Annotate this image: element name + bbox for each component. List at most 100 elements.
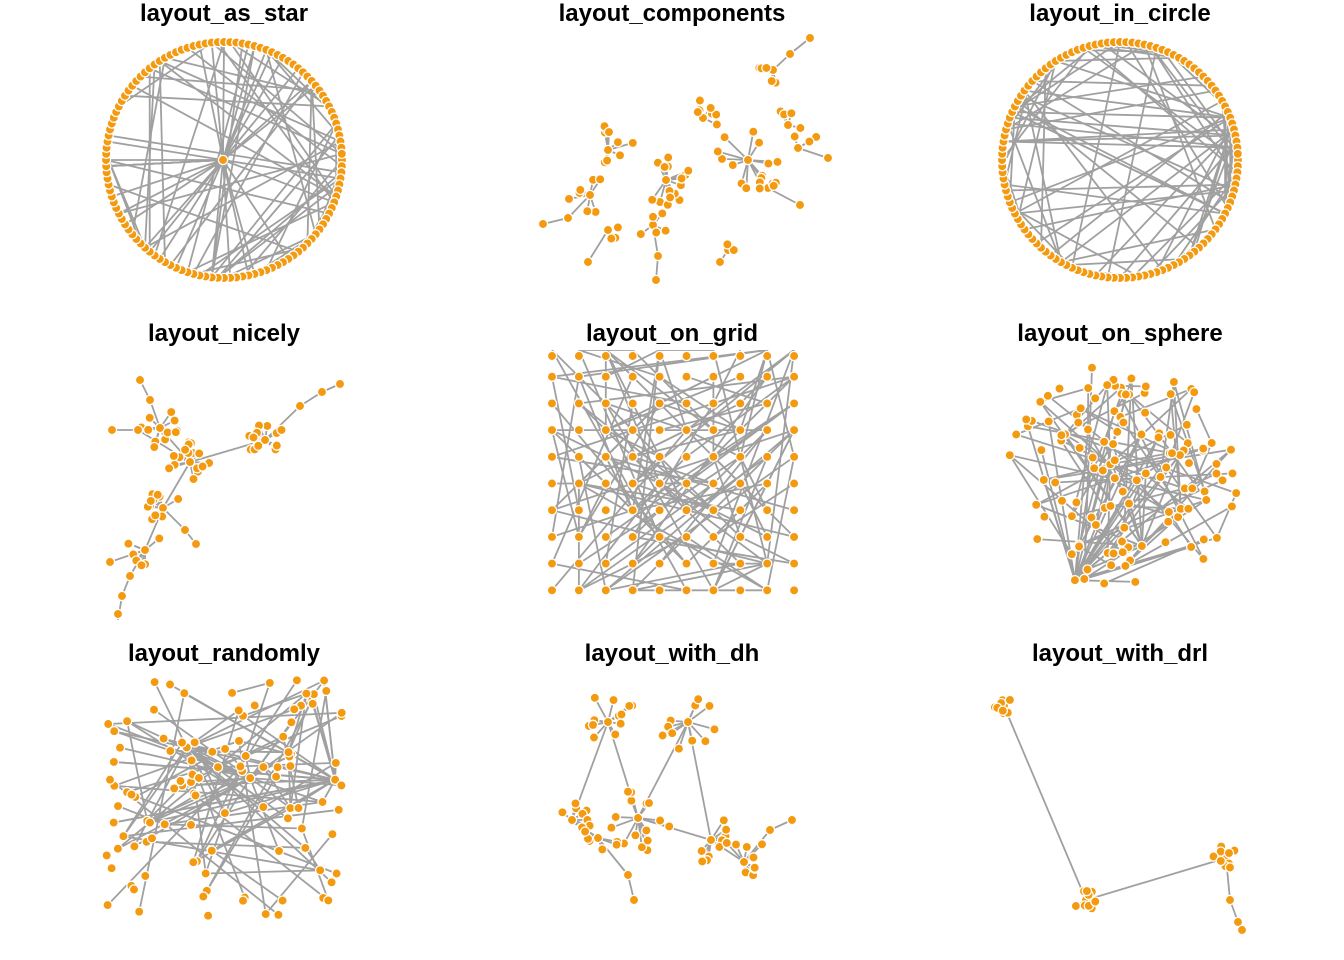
graph-node bbox=[735, 531, 746, 543]
graph-node bbox=[219, 807, 231, 819]
graph-node bbox=[1066, 510, 1078, 522]
graph-node bbox=[546, 558, 558, 569]
graph-node bbox=[696, 856, 708, 867]
graph-node bbox=[663, 821, 675, 832]
graph-edge bbox=[686, 536, 768, 592]
graph-edge bbox=[114, 784, 323, 803]
graph-node bbox=[788, 585, 800, 596]
graph-edge bbox=[1074, 429, 1089, 581]
graph-node bbox=[1109, 455, 1120, 466]
graph-edge bbox=[659, 482, 768, 565]
graph-edge bbox=[1055, 60, 1231, 119]
graph-edge bbox=[217, 183, 340, 279]
graph-node bbox=[622, 869, 634, 881]
graph-node bbox=[546, 504, 558, 516]
graph-node bbox=[788, 424, 800, 436]
graph-edge bbox=[198, 44, 224, 161]
graph-node bbox=[212, 761, 224, 773]
graph-node bbox=[334, 378, 346, 390]
graph-node bbox=[330, 757, 342, 769]
graph-node bbox=[288, 704, 300, 715]
graph-node bbox=[654, 371, 665, 382]
graph-edge bbox=[605, 562, 741, 592]
graph-edge bbox=[186, 679, 325, 749]
graph-edge bbox=[797, 147, 829, 159]
graph-edge bbox=[245, 715, 342, 757]
graph-node bbox=[727, 159, 739, 171]
graph-node bbox=[271, 440, 283, 451]
graph-node bbox=[1004, 449, 1016, 461]
graph-node bbox=[600, 478, 612, 489]
graph-node bbox=[1165, 388, 1176, 400]
network-graph-in_circle bbox=[996, 36, 1244, 284]
graph-node bbox=[721, 837, 733, 849]
graph-node bbox=[170, 426, 182, 438]
graph-edge bbox=[265, 49, 317, 235]
graph-node bbox=[1236, 924, 1248, 936]
graph-node bbox=[761, 558, 773, 569]
graph-node bbox=[146, 833, 158, 844]
graph-edge bbox=[211, 41, 343, 155]
graph-node bbox=[1201, 494, 1212, 506]
network-graph-on_grid bbox=[546, 350, 800, 596]
graph-node bbox=[748, 126, 759, 137]
graph-node bbox=[168, 783, 180, 794]
graph-node bbox=[728, 244, 740, 256]
graph-node bbox=[1109, 472, 1121, 484]
graph-node bbox=[101, 850, 112, 861]
graph-node bbox=[336, 780, 347, 791]
edge-layer bbox=[551, 350, 795, 592]
graph-node bbox=[129, 841, 140, 852]
graph-node bbox=[600, 371, 612, 382]
graph-node bbox=[795, 122, 806, 134]
graph-node bbox=[200, 868, 211, 879]
graph-node bbox=[654, 815, 666, 826]
graph-node bbox=[188, 473, 199, 485]
graph-node bbox=[546, 424, 558, 436]
graph-node bbox=[592, 832, 604, 844]
graph-node bbox=[124, 570, 136, 582]
graph-node bbox=[165, 406, 177, 418]
graph-node bbox=[761, 585, 773, 596]
graph-node bbox=[1188, 386, 1200, 398]
graph-node bbox=[756, 839, 768, 850]
graph-node bbox=[1090, 519, 1102, 531]
graph-node bbox=[601, 155, 613, 166]
graph-edge bbox=[192, 710, 240, 863]
graph-node bbox=[1074, 442, 1085, 454]
graph-node bbox=[616, 709, 627, 720]
graph-edge bbox=[118, 152, 343, 215]
graph-node bbox=[1224, 862, 1236, 873]
graph-node bbox=[331, 868, 342, 879]
graph-node bbox=[307, 698, 318, 710]
graph-node bbox=[546, 398, 558, 409]
graph-node bbox=[654, 531, 665, 543]
graph-node bbox=[603, 126, 615, 138]
graph-node bbox=[608, 694, 619, 706]
graph-node bbox=[573, 478, 585, 489]
panel-nicely: layout_nicely bbox=[0, 320, 448, 640]
graph-edge bbox=[144, 159, 224, 249]
graph-node bbox=[822, 152, 834, 164]
graph-edge bbox=[105, 159, 330, 215]
graph-node bbox=[1081, 885, 1093, 897]
graph-node bbox=[1010, 429, 1022, 440]
graph-node bbox=[258, 761, 269, 773]
network-graph-as_star bbox=[100, 36, 348, 284]
graph-edge bbox=[658, 429, 768, 565]
graph-node bbox=[573, 531, 585, 543]
graph-node bbox=[139, 544, 151, 556]
graph-node bbox=[659, 161, 670, 173]
graph-node bbox=[1162, 516, 1174, 527]
graph-edge bbox=[162, 461, 191, 509]
graph-node bbox=[1035, 396, 1046, 408]
graph-node bbox=[276, 424, 287, 436]
graph-node bbox=[600, 424, 612, 436]
graph-node bbox=[582, 256, 594, 268]
graph-node bbox=[1130, 576, 1141, 588]
graph-node bbox=[1197, 443, 1209, 454]
graph-node bbox=[761, 424, 773, 436]
graph-node bbox=[285, 760, 296, 772]
graph-node bbox=[248, 432, 259, 443]
graph-node bbox=[244, 772, 256, 784]
